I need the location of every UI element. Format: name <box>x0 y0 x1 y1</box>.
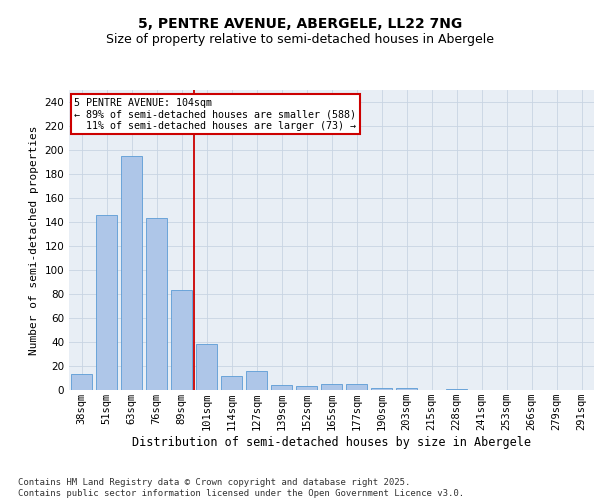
Bar <box>196 344 217 390</box>
Bar <box>346 384 367 390</box>
Y-axis label: Number of semi-detached properties: Number of semi-detached properties <box>29 125 39 355</box>
Text: Size of property relative to semi-detached houses in Abergele: Size of property relative to semi-detach… <box>106 32 494 46</box>
X-axis label: Distribution of semi-detached houses by size in Abergele: Distribution of semi-detached houses by … <box>132 436 531 449</box>
Bar <box>371 388 392 390</box>
Bar <box>96 215 117 390</box>
Bar <box>71 374 92 390</box>
Bar <box>271 385 292 390</box>
Text: 5 PENTRE AVENUE: 104sqm
← 89% of semi-detached houses are smaller (588)
  11% of: 5 PENTRE AVENUE: 104sqm ← 89% of semi-de… <box>74 98 356 130</box>
Bar <box>171 290 192 390</box>
Bar <box>146 218 167 390</box>
Text: 5, PENTRE AVENUE, ABERGELE, LL22 7NG: 5, PENTRE AVENUE, ABERGELE, LL22 7NG <box>138 18 462 32</box>
Bar <box>321 384 342 390</box>
Bar <box>121 156 142 390</box>
Bar <box>396 388 417 390</box>
Bar <box>221 376 242 390</box>
Text: Contains HM Land Registry data © Crown copyright and database right 2025.
Contai: Contains HM Land Registry data © Crown c… <box>18 478 464 498</box>
Bar <box>446 389 467 390</box>
Bar <box>246 371 267 390</box>
Bar <box>296 386 317 390</box>
